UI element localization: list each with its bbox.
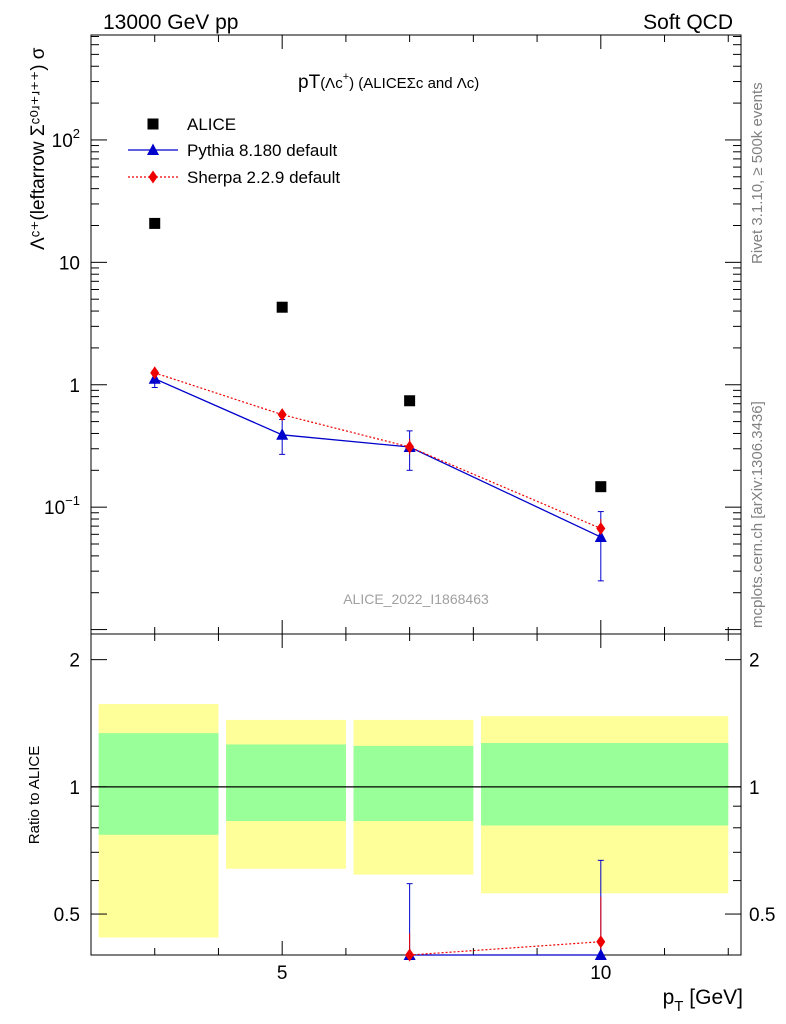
ratio-y-tick-label-left: 0.5 xyxy=(54,905,80,926)
legend-label: Sherpa 2.2.9 default xyxy=(187,168,340,187)
legend: ALICE Pythia 8.180 default Sherpa 2.2.9 de… xyxy=(128,115,340,187)
x-axis-label: pT [GeV] xyxy=(663,986,743,1015)
main-y-tick-label: 102 xyxy=(52,126,80,152)
ratio-y-tick-label-right: 2 xyxy=(749,651,760,672)
legend-label: ALICE xyxy=(187,115,236,134)
main-y-axis-label: Λᶜ⁺(leftarrow Σᶜ⁰ʴ⁺ʴ⁺⁺) σ xyxy=(28,47,49,250)
ratio-y-tick-label-right: 1 xyxy=(749,778,760,799)
ratio-y-tick-labels: 2 2 1 1 0.5 0.5 xyxy=(54,651,776,926)
energy-label: 13000 GeV pp xyxy=(103,11,238,34)
ratio-band-inner xyxy=(226,744,346,822)
sherpa-point xyxy=(277,408,287,422)
ratio-y-tick-label-left: 2 xyxy=(69,651,80,672)
legend-marker-sherpa xyxy=(148,170,158,184)
ratio-uncertainty-bands xyxy=(98,704,729,938)
mcplots-label: mcplots.cern.ch [arXiv:1306.3436] xyxy=(749,401,766,628)
ratio-pythia-point xyxy=(594,948,607,960)
svg-text:pT(Λc+) (ALICEΣc and Λc): pT(Λc+) (ALICEΣc and Λc) xyxy=(298,71,479,93)
ratio-band-inner xyxy=(353,745,474,822)
legend-marker-pythia xyxy=(147,143,159,155)
process-label: Soft QCD xyxy=(643,11,733,34)
alice-point xyxy=(404,395,416,407)
alice-point xyxy=(149,217,161,229)
main-y-tick-label: 10 xyxy=(59,253,80,274)
ratio-sherpa-point xyxy=(405,948,415,962)
x-tick-label: 5 xyxy=(277,963,288,984)
main-data-series xyxy=(148,217,607,582)
sherpa-point xyxy=(405,440,415,454)
legend-label: Pythia 8.180 default xyxy=(187,141,338,160)
ratio-y-tick-label-right: 0.5 xyxy=(749,905,775,926)
pythia-line xyxy=(154,378,602,538)
main-axis-ticks xyxy=(91,35,741,634)
legend-marker-alice xyxy=(147,118,159,130)
plot-title: pT(Λc+) (ALICEΣc and Λc) xyxy=(298,71,479,93)
sherpa-point xyxy=(596,521,606,535)
rivet-label: Rivet 3.1.10, ≥ 500k events xyxy=(749,82,766,264)
ratio-sherpa-line xyxy=(409,941,601,956)
sherpa-line xyxy=(154,372,602,530)
pythia-point xyxy=(594,530,607,543)
alice-point xyxy=(276,301,288,313)
ratio-sherpa-point xyxy=(596,935,606,949)
alice-point xyxy=(595,481,607,493)
ratio-y-axis-label: Ratio to ALICE xyxy=(26,746,43,844)
ratio-y-tick-label-left: 1 xyxy=(69,778,80,799)
ratio-band-inner xyxy=(481,742,729,826)
main-y-tick-label: 10−1 xyxy=(44,493,80,519)
main-y-tick-labels: 102 10 1 10−1 xyxy=(44,126,80,519)
ratio-band-inner xyxy=(98,733,219,835)
x-tick-labels: 5 10 xyxy=(277,963,611,984)
pythia-point xyxy=(276,428,289,440)
ratio-data-series xyxy=(91,786,741,962)
sherpa-point xyxy=(150,366,160,380)
analysis-watermark: ALICE_2022_I1868463 xyxy=(343,591,489,607)
x-tick-label: 10 xyxy=(590,963,611,984)
main-y-tick-label: 1 xyxy=(69,376,80,397)
svg-text:pT [GeV]: pT [GeV] xyxy=(663,986,743,1015)
